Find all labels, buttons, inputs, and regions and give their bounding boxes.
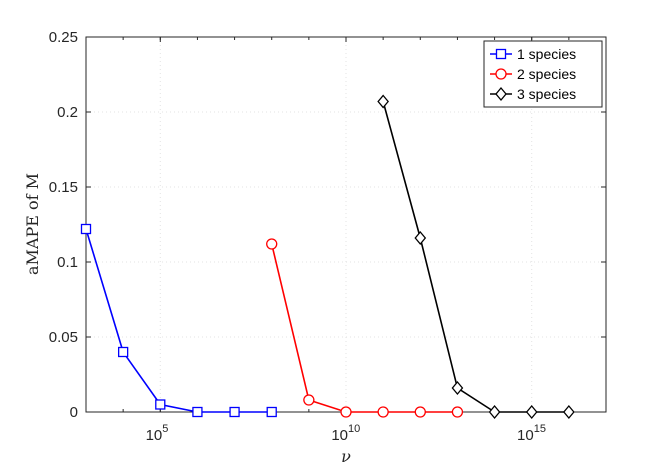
data-point bbox=[303, 394, 315, 406]
x-tick-label-exponent: 15 bbox=[534, 423, 546, 435]
data-point bbox=[80, 223, 92, 235]
legend-item: 3 species bbox=[490, 86, 576, 102]
data-point bbox=[155, 399, 166, 410]
x-tick-label: 10 10 bbox=[331, 423, 360, 444]
series-2 bbox=[266, 238, 464, 418]
legend-item: 1 species bbox=[490, 46, 576, 62]
x-tick-label-base: 10 bbox=[331, 427, 348, 444]
legend-label: 2 species bbox=[517, 66, 576, 82]
data-point bbox=[488, 404, 501, 420]
y-tick-label: 0.1 bbox=[57, 254, 78, 271]
y-axis-title: aMAPE of M bbox=[23, 173, 42, 275]
y-tick-label: 0 bbox=[70, 404, 78, 421]
legend-marker bbox=[495, 86, 507, 102]
data-point bbox=[563, 404, 575, 420]
legend-item: 2 species bbox=[490, 66, 576, 82]
x-tick-label-base: 10 bbox=[517, 427, 534, 444]
y-tick-label: 0.05 bbox=[49, 329, 78, 346]
x-axis-title: ν bbox=[341, 447, 351, 466]
series-line bbox=[382, 101, 569, 413]
x-tick-label-exponent: 10 bbox=[348, 423, 360, 435]
y-tick-label: 0.25 bbox=[49, 29, 78, 46]
series-1 bbox=[80, 223, 277, 418]
series-3 bbox=[377, 94, 575, 420]
data-point bbox=[340, 406, 352, 418]
series-line bbox=[85, 228, 272, 413]
x-tick-label: 10 5 bbox=[146, 423, 169, 444]
data-point bbox=[377, 94, 389, 109]
data-point bbox=[414, 406, 426, 418]
data-point bbox=[117, 346, 129, 358]
data-point bbox=[229, 406, 240, 418]
y-tick-label: 0.15 bbox=[49, 179, 78, 196]
legend: 1 species 2 species 3 species bbox=[483, 40, 603, 108]
x-tick-label-base: 10 bbox=[146, 427, 163, 444]
legend-marker bbox=[495, 48, 507, 60]
data-point bbox=[266, 238, 278, 250]
series-line bbox=[270, 243, 458, 413]
data-point bbox=[266, 406, 277, 418]
data-point bbox=[525, 404, 538, 420]
y-tick-label: 0.2 bbox=[57, 104, 78, 121]
x-tick-label-exponent: 5 bbox=[162, 423, 168, 435]
series-group bbox=[80, 94, 575, 420]
legend-label: 1 species bbox=[517, 46, 576, 62]
legend-label: 3 species bbox=[517, 86, 576, 102]
data-point bbox=[414, 230, 427, 246]
data-point bbox=[451, 406, 464, 418]
x-tick-label: 10 15 bbox=[517, 423, 546, 444]
data-point bbox=[451, 380, 464, 396]
data-point bbox=[377, 406, 389, 418]
legend-marker bbox=[495, 68, 507, 80]
data-point bbox=[192, 406, 203, 418]
